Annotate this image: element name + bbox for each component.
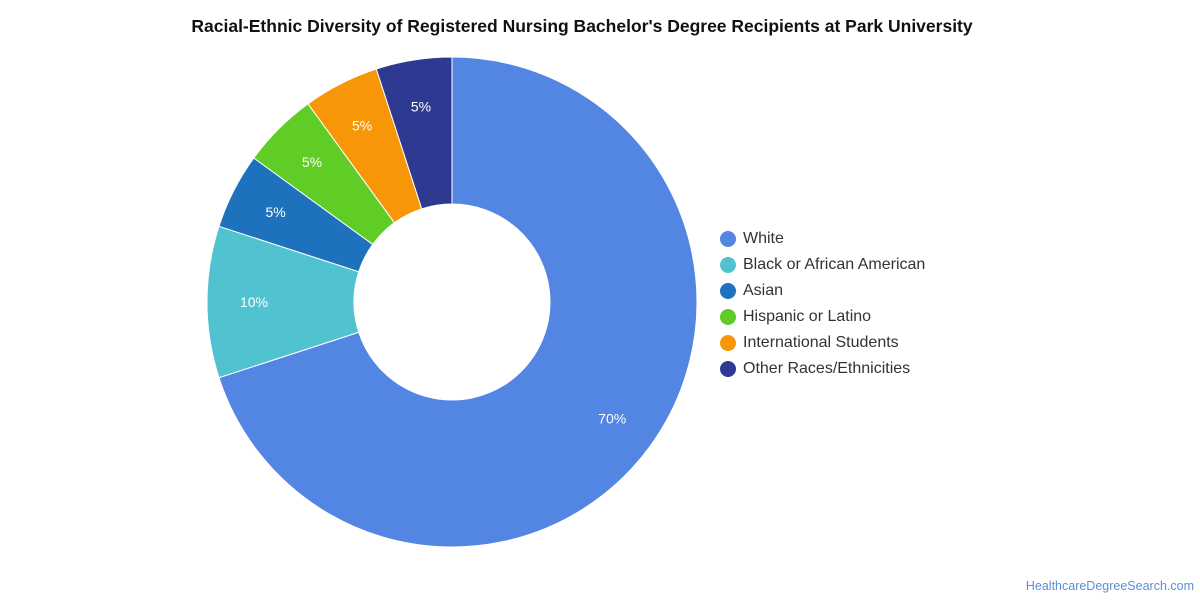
chart-legend: White Black or African American Asian Hispa…	[720, 226, 925, 382]
legend-item-white[interactable]: White	[720, 226, 925, 252]
legend-label: Other Races/Ethnicities	[743, 360, 911, 377]
legend-item-hispanic-or-latino[interactable]: Hispanic or Latino	[720, 304, 925, 330]
legend-swatch	[720, 283, 736, 299]
slices-layer	[206, 56, 698, 548]
legend-label: Hispanic or Latino	[743, 308, 872, 325]
legend-swatch	[720, 309, 736, 325]
source-credit[interactable]: HealthcareDegreeSearch.com	[1025, 579, 1194, 593]
legend-item-international-students[interactable]: International Students	[720, 330, 925, 356]
legend-swatch	[720, 257, 736, 273]
legend-swatch	[720, 335, 736, 351]
legend-item-asian[interactable]: Asian	[720, 278, 925, 304]
slice-labels-layer: 70% 10% 5% 5% 5% 5%	[240, 98, 626, 426]
slice-white[interactable]	[218, 56, 698, 548]
slice-label-asian: 5%	[265, 204, 285, 220]
legend-item-black-or-african-american[interactable]: Black or African American	[720, 252, 925, 278]
slice-label-international-students: 5%	[352, 118, 372, 134]
slice-label-other-races-ethnicities: 5%	[411, 98, 431, 114]
legend-label: Asian	[743, 282, 784, 299]
legend-item-other-races-ethnicities[interactable]: Other Races/Ethnicities	[720, 356, 925, 382]
legend-label: White	[743, 230, 784, 247]
slice-label-white: 70%	[598, 410, 626, 426]
slice-other-races-ethnicities[interactable]	[375, 56, 453, 210]
chart-title: Racial-Ethnic Diversity of Registered Nu…	[191, 16, 973, 36]
slice-label-black-or-african-american: 10%	[240, 294, 268, 310]
legend-swatch	[720, 361, 736, 377]
legend-label: Black or African American	[743, 256, 926, 273]
legend-swatch	[720, 231, 736, 247]
slice-label-hispanic-or-latino: 5%	[302, 154, 322, 170]
legend-label: International Students	[743, 334, 899, 351]
